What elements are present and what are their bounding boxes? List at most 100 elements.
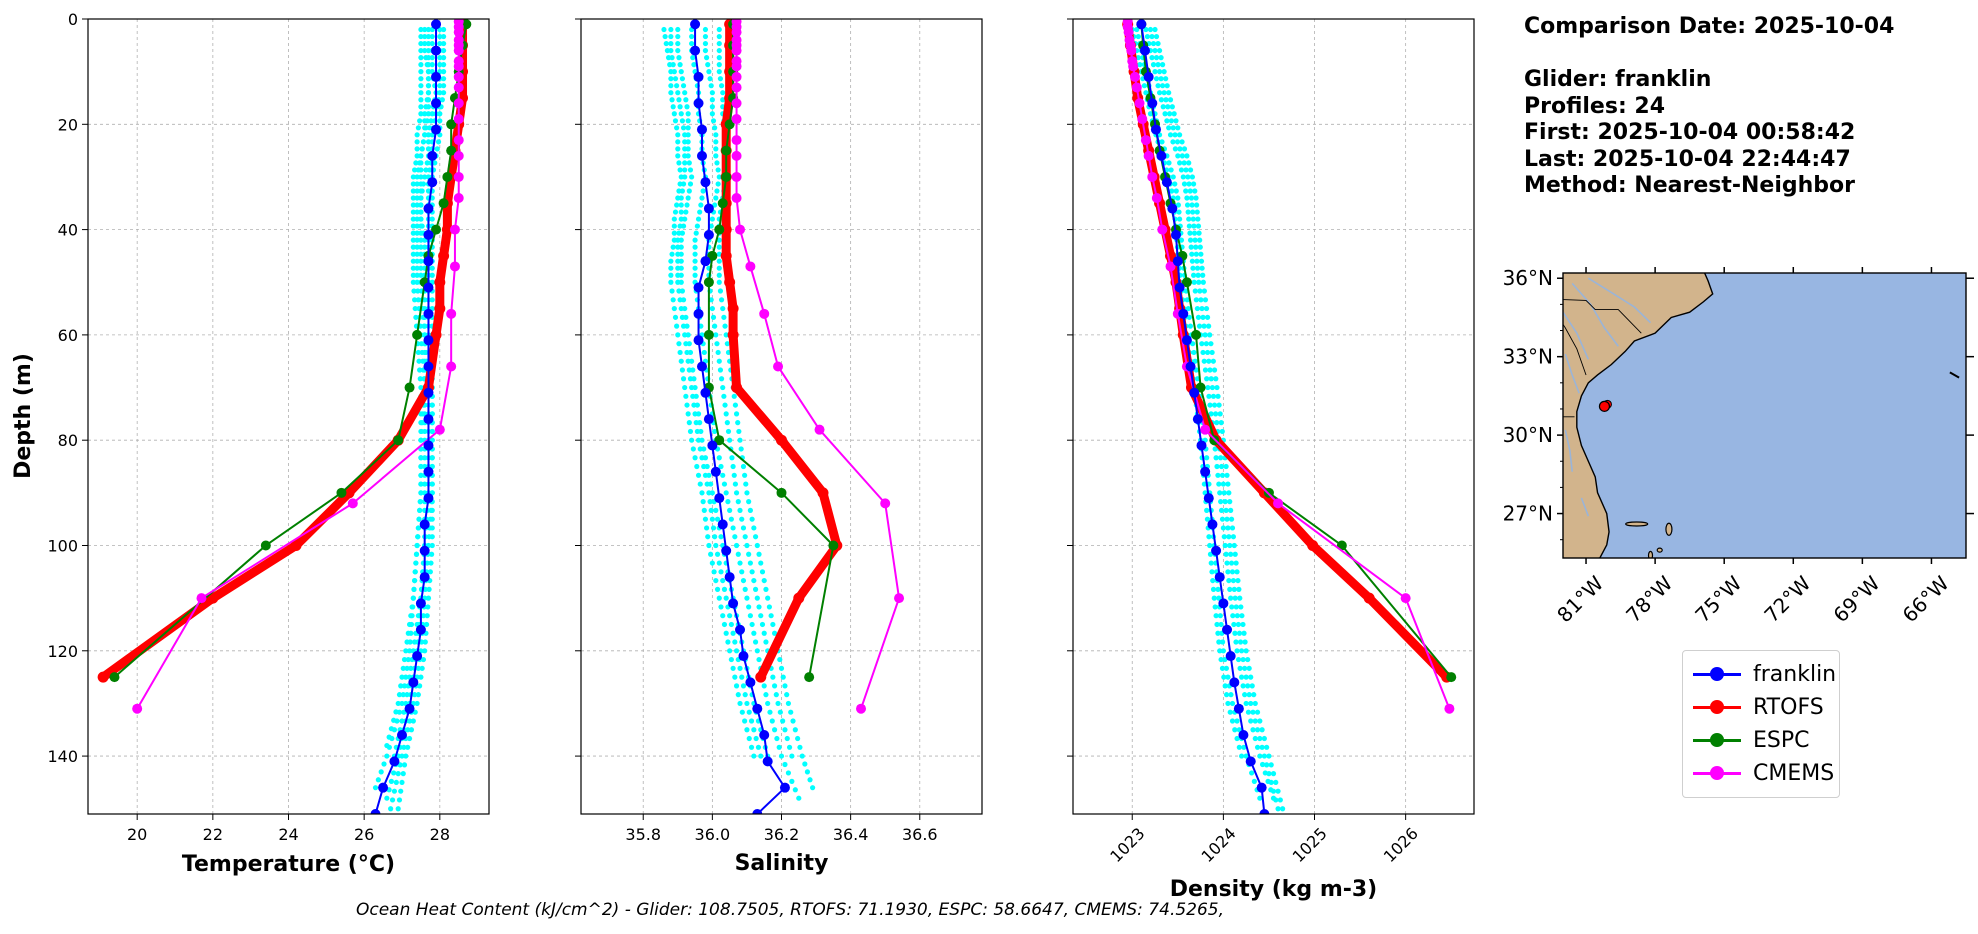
glider-profile-point — [669, 288, 675, 294]
glider-profile-point — [417, 499, 423, 505]
series-point-cmems — [759, 308, 770, 319]
glider-profile-point — [1200, 272, 1206, 278]
series-point-franklin — [1143, 71, 1154, 82]
series-point-franklin — [1185, 361, 1196, 372]
glider-profile-point — [677, 62, 683, 68]
glider-profile-point — [1165, 104, 1171, 110]
glider-profile-point — [675, 279, 681, 285]
glider-profile-point — [1219, 472, 1226, 478]
glider-profile-point — [701, 507, 707, 513]
glider-profile-point — [1167, 132, 1174, 138]
glider-profile-point — [682, 90, 688, 96]
glider-profile-point — [1207, 367, 1213, 373]
glider-profile-point — [692, 411, 698, 417]
glider-profile-point — [701, 463, 707, 470]
glider-profile-point — [1221, 674, 1227, 680]
series-point-franklin — [717, 519, 728, 530]
x-tick-label: 36.2 — [764, 825, 800, 844]
glider-profile-point — [414, 195, 420, 201]
glider-profile-point — [675, 332, 681, 338]
glider-profile-point — [717, 288, 724, 294]
glider-profile-point — [1223, 463, 1229, 470]
glider-profile-point — [707, 76, 713, 82]
glider-profile-point — [412, 639, 418, 645]
glider-profile-point — [1208, 376, 1214, 382]
glider-profile-point — [718, 463, 724, 470]
glider-profile-point — [1210, 358, 1216, 364]
glider-profile-point — [780, 674, 786, 680]
series-point-franklin — [721, 545, 732, 556]
glider-profile-point — [441, 33, 447, 40]
glider-profile-point — [1204, 314, 1211, 320]
series-point-cmems — [453, 114, 464, 125]
glider-profile-point — [1219, 665, 1226, 671]
glider-profile-point — [685, 411, 691, 417]
glider-profile-point — [1242, 639, 1248, 645]
glider-profile-point — [388, 726, 394, 732]
glider-profile-point — [755, 744, 762, 750]
glider-profile-point — [398, 683, 404, 689]
glider-profile-point — [398, 788, 404, 794]
glider-profile-point — [674, 202, 680, 208]
glider-profile-point — [746, 499, 752, 505]
glider-profile-point — [420, 139, 427, 145]
glider-profile-point — [1227, 499, 1233, 505]
glider-profile-point — [671, 69, 677, 75]
glider-profile-point — [424, 160, 430, 166]
glider-profile-point — [715, 181, 721, 187]
glider-profile-point — [785, 700, 792, 707]
glider-profile-point — [1259, 744, 1265, 750]
glider-profile-point — [686, 160, 692, 166]
glider-profile-point — [1217, 648, 1223, 654]
series-point-espc — [446, 119, 457, 130]
legend-swatch — [1693, 733, 1741, 747]
glider-profile-point — [1222, 683, 1228, 689]
glider-profile-point — [732, 639, 738, 645]
glider-profile-point — [1204, 507, 1210, 513]
glider-profile-point — [804, 769, 811, 775]
glider-profile-point — [730, 463, 736, 470]
glider-profile-point — [403, 674, 409, 680]
glider-profile-point — [1187, 323, 1194, 329]
series-point-cmems — [446, 308, 457, 319]
series-point-espc — [461, 19, 472, 30]
x-tick-label: 22 — [203, 825, 223, 844]
glider-profile-point — [1160, 104, 1166, 110]
glider-profile-point — [733, 490, 740, 496]
glider-profile-point — [1193, 297, 1199, 303]
series-point-espc — [393, 435, 404, 446]
series-point-franklin — [728, 598, 739, 609]
glider-profile-point — [749, 569, 755, 575]
series-point-franklin — [415, 598, 426, 609]
series-point-franklin — [423, 361, 434, 372]
glider-profile-point — [401, 656, 408, 663]
series-point-rtofs — [430, 329, 442, 341]
glider-profile-point — [792, 727, 798, 733]
series-point-cmems — [731, 171, 742, 182]
glider-profile-point — [1243, 753, 1249, 759]
glider-profile-point — [1231, 586, 1237, 592]
glider-profile-point — [744, 542, 750, 549]
glider-profile-point — [418, 272, 424, 278]
glider-profile-point — [418, 411, 424, 417]
glider-profile-point — [730, 630, 736, 636]
glider-profile-point — [405, 630, 411, 636]
glider-profile-point — [1228, 507, 1234, 513]
series-point-cmems — [1273, 498, 1284, 509]
map-lon-label: 78°W — [1621, 571, 1677, 627]
series-point-rtofs — [97, 671, 109, 683]
glider-profile-point — [675, 139, 681, 145]
legend-item-rtofs: RTOFS — [1693, 692, 1824, 722]
glider-profile-point — [1206, 358, 1212, 364]
glider-profile-point — [1156, 47, 1163, 54]
glider-profile-point — [675, 26, 681, 33]
glider-profile-point — [756, 656, 762, 663]
glider-profile-point — [419, 665, 425, 671]
legend-item-cmems: CMEMS — [1693, 758, 1834, 788]
glider-profile-point — [721, 481, 728, 487]
glider-profile-point — [417, 118, 423, 124]
glider-profile-point — [424, 118, 430, 124]
glider-profile-point — [711, 569, 717, 575]
glider-profile-point — [683, 209, 689, 215]
glider-profile-point — [720, 384, 726, 391]
